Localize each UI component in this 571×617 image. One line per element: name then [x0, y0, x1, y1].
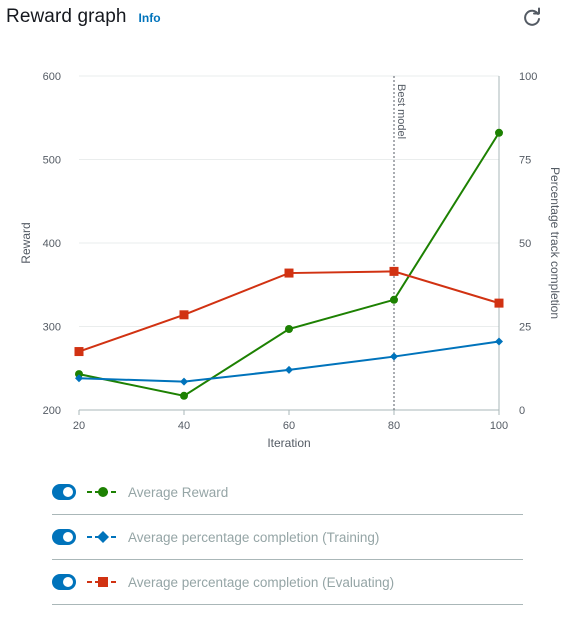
x-axis-title: Iteration: [267, 436, 310, 450]
x-tick-label: 40: [178, 420, 190, 432]
legend-label: Average Reward: [128, 484, 229, 500]
toggle-evaluating-completion[interactable]: [52, 574, 76, 590]
toggle-average-reward[interactable]: [52, 484, 76, 500]
legend-label: Average percentage completion (Evaluatin…: [128, 574, 395, 590]
square-marker-icon: [87, 577, 119, 587]
data-point: [389, 266, 399, 276]
y-tick-label: 200: [43, 405, 61, 417]
reward-chart: 200 300 400 500 600 0 25 50 75 100 20 40 60 80 100 Iter…: [19, 71, 562, 450]
x-tick-label: 20: [73, 420, 85, 432]
x-tick-label: 80: [388, 420, 400, 432]
y-tick-label: 300: [43, 322, 61, 334]
panel-title: Reward graph: [6, 6, 127, 27]
legend-label: Average percentage completion (Training): [128, 529, 380, 545]
y-right-axis-title: Percentage track completion: [548, 167, 562, 319]
data-point: [495, 337, 503, 346]
circle-marker-icon: [87, 487, 119, 497]
data-point: [75, 374, 83, 383]
data-point: [180, 391, 188, 400]
data-point: [284, 268, 294, 278]
y-right-tick-label: 0: [519, 405, 525, 417]
y-right-tick-label: 100: [519, 71, 537, 83]
data-point: [285, 365, 293, 374]
info-link[interactable]: Info: [138, 11, 161, 25]
y-axis-title: Reward: [19, 222, 33, 263]
legend-item-training-completion: Average percentage completion (Training): [52, 515, 523, 560]
data-point: [179, 310, 189, 320]
y-tick-label: 500: [43, 155, 61, 167]
legend-item-average-reward: Average Reward: [52, 470, 523, 515]
data-point: [390, 352, 398, 361]
refresh-button[interactable]: [521, 7, 543, 29]
data-point: [494, 298, 504, 308]
y-tick-label: 600: [43, 71, 61, 83]
data-point: [495, 128, 503, 137]
refresh-icon: [524, 7, 540, 26]
x-tick-label: 100: [490, 420, 508, 432]
series-line-1: [78, 132, 500, 397]
y-right-tick-label: 75: [519, 155, 531, 167]
y-right-tick-label: 25: [519, 322, 531, 334]
legend-item-evaluating-completion: Average percentage completion (Evaluatin…: [52, 560, 523, 605]
y-right-tick-label: 50: [519, 238, 531, 250]
data-point: [74, 347, 84, 357]
series-line-3: [78, 270, 500, 353]
data-point: [180, 377, 188, 386]
x-tick-label: 60: [283, 420, 295, 432]
data-point: [390, 295, 398, 304]
panel-header: Reward graph Info: [6, 6, 161, 34]
data-point: [75, 370, 83, 379]
best-model-label: Best model: [395, 84, 407, 139]
data-point: [285, 325, 293, 334]
series-line-2: [78, 340, 500, 383]
diamond-marker-icon: [87, 531, 119, 543]
y-tick-label: 400: [43, 238, 61, 250]
toggle-training-completion[interactable]: [52, 529, 76, 545]
